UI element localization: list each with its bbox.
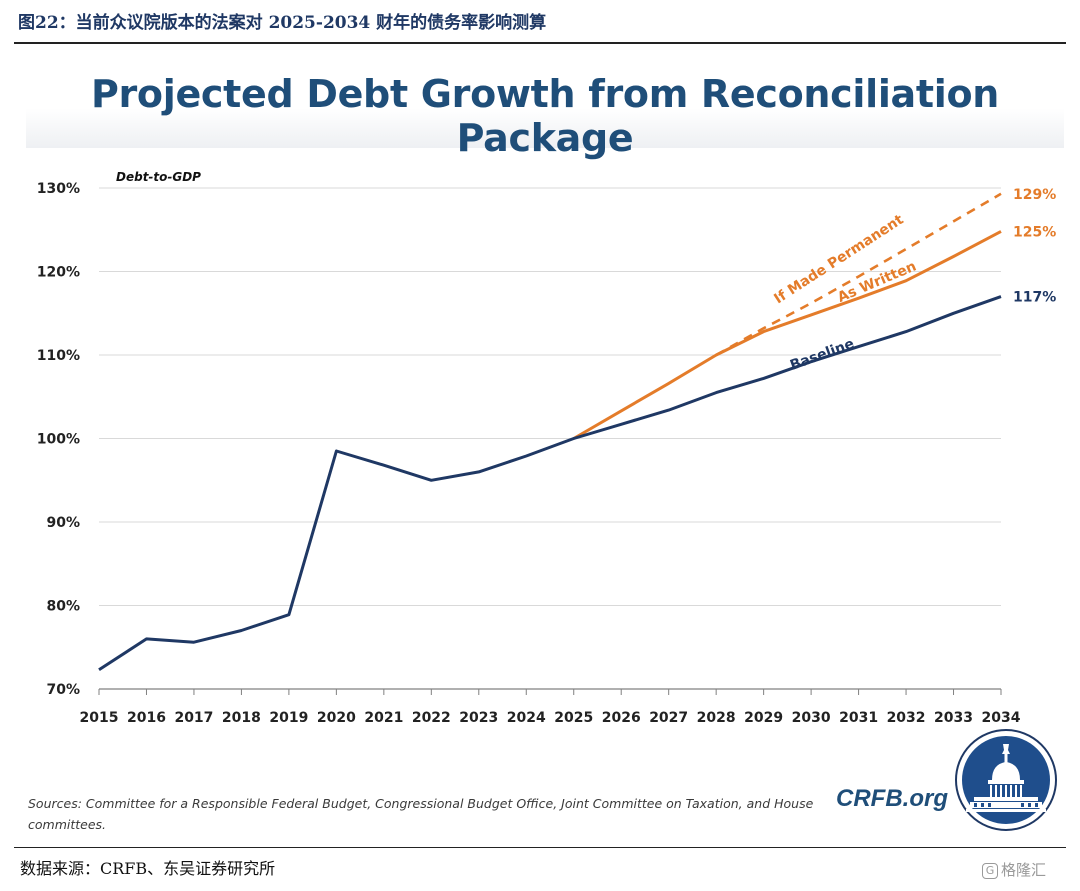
end-label-as-written: 125% [1013, 224, 1056, 240]
x-tick-label: 2028 [697, 710, 736, 726]
chart-title: Projected Debt Growth from Reconciliatio… [90, 72, 1000, 160]
bottom-rule [14, 847, 1066, 848]
end-label-baseline: 117% [1013, 290, 1056, 306]
top-rule [14, 42, 1066, 44]
sources-note: Sources: Committee for a Responsible Fed… [28, 796, 814, 832]
x-tick-label: 2020 [317, 710, 356, 726]
y-tick-label: 130% [37, 181, 80, 197]
x-tick-label: 2033 [934, 710, 973, 726]
x-tick-label: 2025 [554, 710, 593, 726]
y-axis-title: Debt-to-GDP [116, 170, 201, 184]
x-tick-label: 2024 [507, 710, 546, 726]
series-line-as-written [572, 230, 1002, 440]
x-tick-label: 2029 [744, 710, 783, 726]
x-tick-label: 2016 [127, 710, 166, 726]
series-line-baseline [98, 295, 1002, 672]
x-tick-label: 2027 [649, 710, 688, 726]
x-tick-label: 2022 [412, 710, 451, 726]
x-tick-label: 2019 [269, 710, 308, 726]
y-tick-label: 120% [37, 265, 80, 281]
x-tick-label: 2021 [364, 710, 403, 726]
crfb-brand: CRFB.org [836, 785, 948, 812]
y-tick-label: 110% [37, 348, 80, 364]
y-tick-label: 90% [46, 515, 80, 531]
data-source-line: 数据来源：CRFB、东吴证券研究所 [20, 859, 276, 878]
x-tick-label: 2017 [174, 710, 213, 726]
y-tick-label: 80% [46, 599, 80, 615]
end-label-if-made-permanent: 129% [1013, 187, 1056, 203]
watermark-text: 格隆汇 [1001, 861, 1047, 879]
x-tick-label: 2032 [887, 710, 926, 726]
x-tick-label: 2034 [982, 710, 1021, 726]
x-tick-label: 2015 [80, 710, 119, 726]
watermark: G 格隆汇 [982, 859, 1046, 880]
x-tick-label: 2026 [602, 710, 641, 726]
series-line-if-made-permanent [715, 192, 1002, 357]
x-tick-label: 2031 [839, 710, 878, 726]
watermark-logo-icon: G [982, 863, 998, 879]
y-tick-label: 100% [37, 432, 80, 448]
figure-caption: 图22：当前众议院版本的法案对 2025-2034 财年的债务率影响测算 [18, 13, 547, 33]
y-tick-label: 70% [46, 682, 80, 698]
x-tick-label: 2018 [222, 710, 261, 726]
x-tick-label: 2030 [792, 710, 831, 726]
x-tick-label: 2023 [459, 710, 498, 726]
capitol-seal-icon [955, 729, 1057, 831]
title-band [26, 60, 1064, 148]
